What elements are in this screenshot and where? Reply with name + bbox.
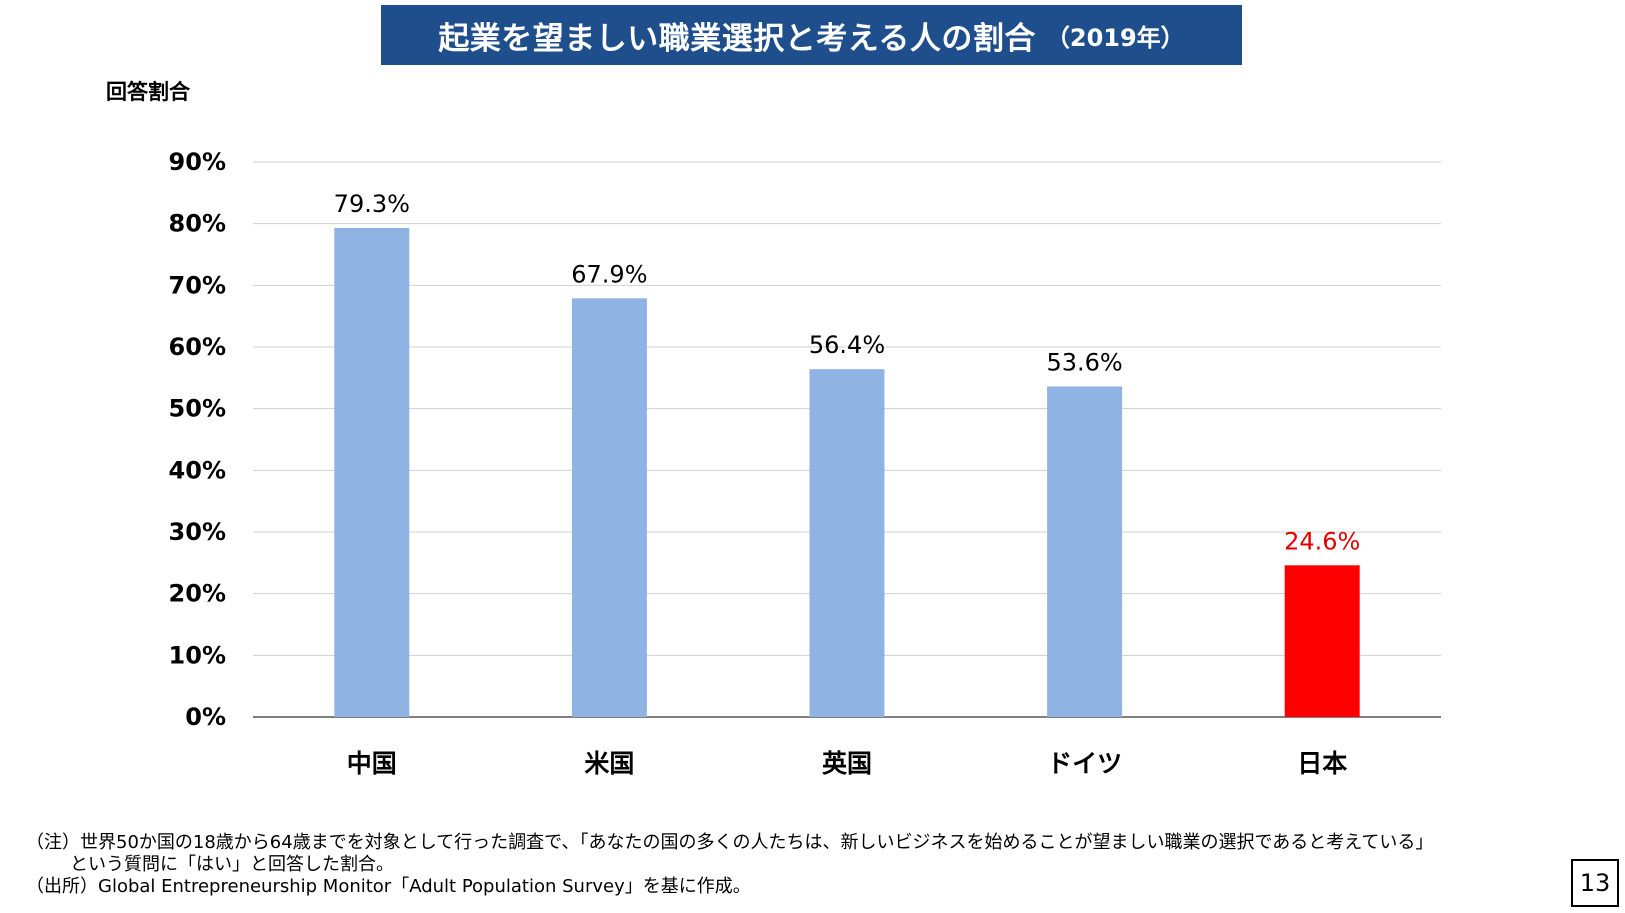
title-banner: 起業を望ましい職業選択と考える人の割合 （2019年） [381, 5, 1242, 65]
y-tick-label: 30% [169, 518, 226, 546]
footnotes: （注）世界50か国の18歳から64歳までを対象として行った調査で、「あなたの国の… [26, 832, 1433, 898]
x-tick-label: 日本 [1297, 749, 1347, 778]
data-label: 79.3% [334, 190, 410, 218]
note-line-2: という質問に「はい」と回答した割合。 [70, 854, 394, 875]
note-line-1: （注）世界50か国の18歳から64歳までを対象として行った調査で、「あなたの国の… [26, 832, 1434, 853]
page-number: 13 [1571, 859, 1619, 907]
bar [1047, 386, 1123, 717]
y-tick-label: 90% [169, 148, 226, 176]
y-tick-label: 20% [169, 580, 226, 608]
bar [809, 369, 885, 717]
x-tick-label: 中国 [347, 749, 397, 778]
y-tick-label: 10% [169, 641, 226, 669]
data-label: 24.6% [1284, 527, 1360, 555]
data-label: 53.6% [1046, 348, 1122, 376]
y-tick-label: 0% [185, 703, 226, 731]
x-tick-label: 英国 [822, 749, 872, 778]
y-tick-label: 70% [169, 271, 226, 299]
bar [334, 227, 410, 717]
y-axis-title: 回答割合 [106, 80, 190, 104]
x-tick-label: 米国 [584, 749, 634, 778]
bar [571, 298, 647, 717]
y-tick-label: 60% [169, 333, 226, 361]
y-tick-label: 50% [169, 395, 226, 423]
chart-title: 起業を望ましい職業選択と考える人の割合 [438, 20, 1036, 57]
source-line: （出所）Global Entrepreneurship Monitor「Adul… [26, 876, 751, 897]
bar-chart: 0% 10% 20% 30% 40% 50% 60% 70% 80% 90% 79.3% 中国 67.9… [169, 148, 1441, 778]
x-tick-label: ドイツ [1047, 749, 1122, 778]
y-tick-label: 40% [169, 456, 226, 484]
y-tick-label: 80% [169, 210, 226, 238]
chart-title-year: （2019年） [1045, 23, 1185, 52]
bar [1284, 565, 1360, 717]
data-label: 67.9% [571, 260, 647, 288]
data-label: 56.4% [809, 331, 885, 359]
